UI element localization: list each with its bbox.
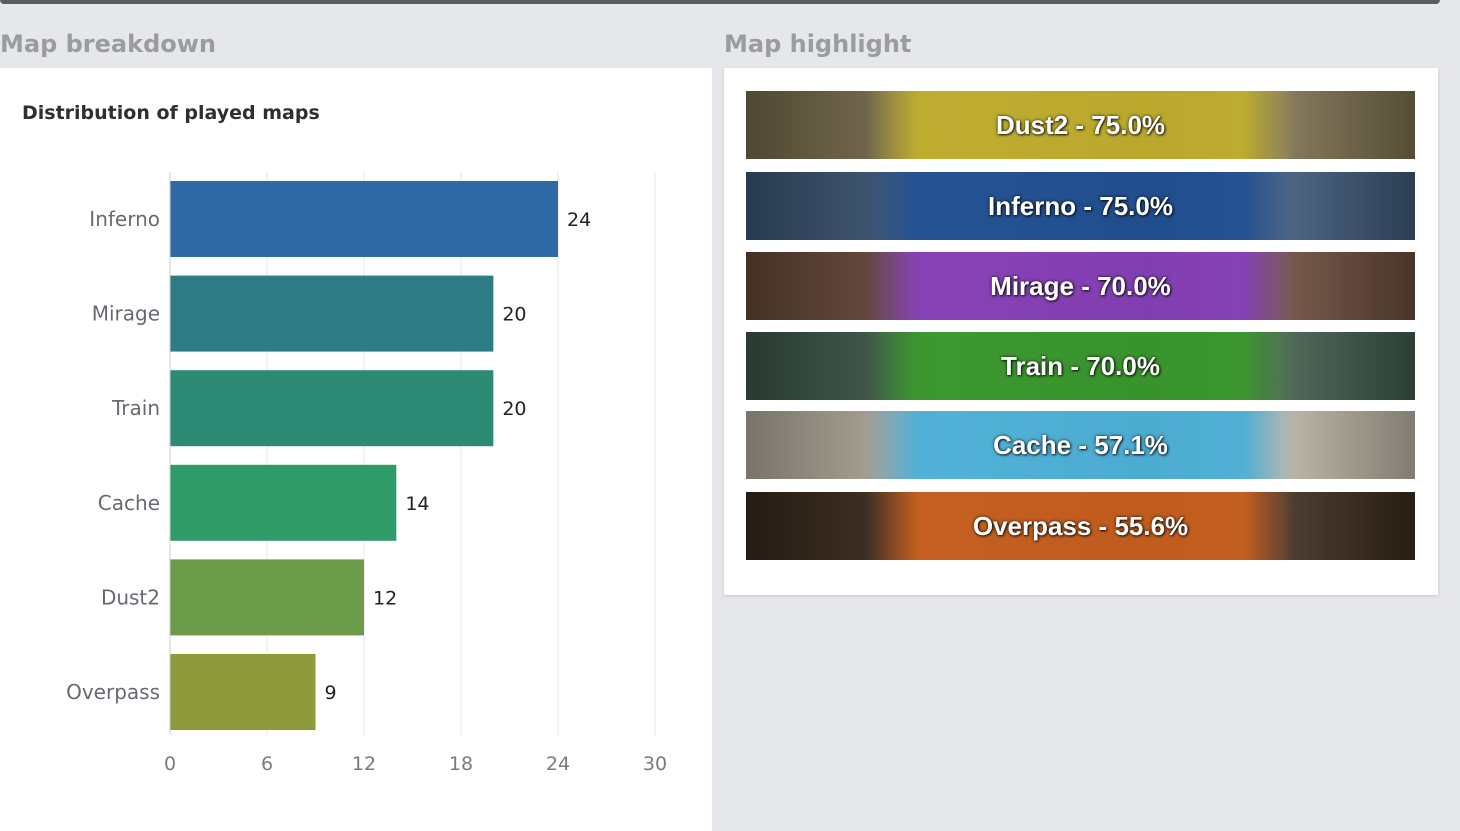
value-label-inferno: 24: [567, 209, 591, 231]
map-banner-label: Train - 70.0%: [1001, 350, 1160, 381]
x-tick-0: 0: [164, 753, 176, 775]
map-banner-inferno[interactable]: Inferno - 75.0%: [746, 172, 1415, 240]
map-color-band: [866, 252, 1295, 320]
x-tick-30: 30: [643, 753, 667, 775]
played-maps-bar-chart: Inferno 24 Mirage 20 Train 20 Cache 14 Dust2 12 Ov…: [66, 172, 667, 775]
chart-title: Distribution of played maps: [22, 102, 320, 124]
bar-train: [170, 370, 494, 447]
map-breakdown-title: Map breakdown: [0, 30, 216, 58]
map-banner-label: Dust2 - 75.0%: [995, 109, 1166, 140]
value-label-cache: 14: [405, 493, 429, 515]
map-color-band: [866, 492, 1295, 560]
x-tick-12: 12: [352, 753, 376, 775]
category-label-dust2: Dust2: [101, 585, 160, 609]
category-label-train: Train: [111, 396, 160, 420]
map-highlight-title: Map highlight: [724, 30, 912, 58]
x-tick-18: 18: [449, 753, 473, 775]
top-strip: [0, 0, 1440, 4]
category-label-mirage: Mirage: [92, 302, 160, 326]
bar-dust2: [170, 559, 364, 636]
value-label-mirage: 20: [502, 304, 526, 326]
map-banner-overpass[interactable]: Overpass - 55.6%: [746, 492, 1415, 560]
value-label-overpass: 9: [325, 682, 337, 704]
category-label-inferno: Inferno: [89, 207, 160, 231]
bar-cache: [170, 464, 397, 541]
map-color-band: [866, 332, 1295, 400]
map-banner-label: Overpass - 55.6%: [972, 510, 1189, 541]
map-banner-label: Mirage - 70.0%: [990, 270, 1171, 301]
value-label-dust2: 12: [373, 587, 397, 609]
x-tick-6: 6: [261, 753, 273, 775]
bar-inferno: [170, 181, 558, 257]
map-banner-train[interactable]: Train - 70.0%: [746, 332, 1415, 400]
map-banner-mirage[interactable]: Mirage - 70.0%: [746, 252, 1415, 320]
map-color-band: [866, 172, 1295, 240]
map-banner-dust2[interactable]: Dust2 - 75.0%: [746, 91, 1415, 159]
category-label-cache: Cache: [98, 491, 160, 515]
map-banner-label: Cache - 57.1%: [993, 429, 1168, 460]
category-label-overpass: Overpass: [66, 680, 160, 704]
value-label-train: 20: [502, 398, 526, 420]
map-banner-label: Inferno - 75.0%: [988, 190, 1173, 221]
bar-overpass: [170, 654, 316, 730]
map-color-band: [866, 411, 1295, 479]
bar-mirage: [170, 275, 494, 352]
x-tick-24: 24: [546, 753, 570, 775]
map-banner-cache[interactable]: Cache - 57.1%: [746, 411, 1415, 479]
map-color-band: [866, 91, 1295, 159]
